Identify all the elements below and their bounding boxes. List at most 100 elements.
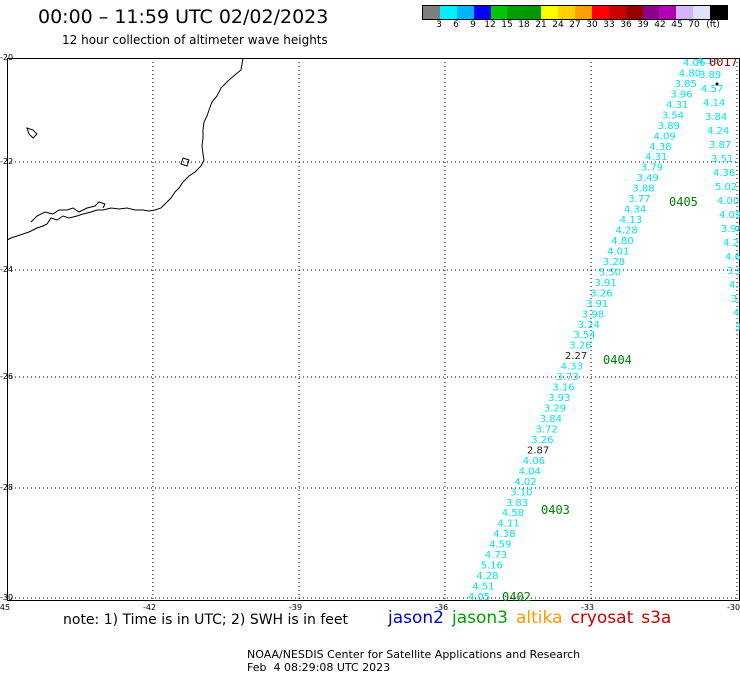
wave-height-value: 2.87 bbox=[527, 445, 549, 456]
colorbar-swatch bbox=[439, 6, 457, 19]
wave-height-value: 4.51 bbox=[472, 582, 494, 593]
wave-height-value: 4.38 bbox=[493, 529, 515, 540]
wave-height-value: 4.11 bbox=[498, 519, 520, 530]
longitude-label: -33 bbox=[581, 603, 595, 612]
colorbar-swatch bbox=[642, 6, 660, 19]
wave-height-value: 4.06 bbox=[523, 456, 545, 467]
colorbar-tick-label: 70 bbox=[688, 20, 700, 30]
latitude-label: -28 bbox=[0, 483, 14, 492]
wave-height-value: 3.54 bbox=[573, 330, 595, 341]
wave-height-value: 3.88 bbox=[632, 184, 654, 195]
colorbar-tick-label: 33 bbox=[603, 20, 615, 30]
colorbar-swatch bbox=[693, 6, 711, 19]
wave-height-value: 5.16 bbox=[481, 561, 503, 572]
track-end-dot bbox=[715, 82, 719, 86]
island bbox=[180, 157, 190, 167]
wave-height-value: 3.98 bbox=[582, 309, 604, 320]
colorbar-swatch bbox=[625, 6, 643, 19]
pass-time-label: 0402 bbox=[502, 590, 531, 601]
wave-height-value: 3.84 bbox=[705, 112, 727, 123]
colorbar-swatch bbox=[591, 6, 609, 19]
colorbar-tick-label: 6 bbox=[453, 20, 459, 30]
wave-height-value: 3 bbox=[735, 322, 740, 333]
wave-height-value: 4.02 bbox=[514, 477, 536, 488]
wave-height-value: 4.22 bbox=[723, 238, 740, 249]
wave-height-value: 3.79 bbox=[641, 163, 663, 174]
wave-height-value: 3.49 bbox=[637, 173, 659, 184]
colorbar-tick-label: 18 bbox=[518, 20, 530, 30]
satellite-cryosat: cryosat bbox=[570, 608, 634, 628]
wave-height-value: 3.73 bbox=[557, 372, 579, 383]
colorbar-swatch bbox=[575, 6, 592, 19]
wave-height-value: 4.09 bbox=[654, 131, 676, 142]
wave-height-value: 3.91 bbox=[586, 299, 608, 310]
wave-height-value: 4.57 bbox=[701, 84, 723, 95]
map-panel: 4.05 4.51 4.28 5.16 4.73 4.59 4.38 4.11 4.58 3.83… bbox=[7, 58, 740, 601]
map-canvas: 4.054.514.285.164.734.594.384.114.583.83… bbox=[7, 58, 740, 601]
wave-height-value: 4.01 bbox=[607, 247, 629, 258]
latitude-label: -26 bbox=[0, 372, 14, 381]
wave-height-value: 3.10 bbox=[510, 487, 532, 498]
latitude-label: -24 bbox=[0, 265, 14, 274]
wave-height-value: 4.04 bbox=[519, 466, 541, 477]
latitude-label: -22 bbox=[0, 157, 14, 166]
colorbar-swatch bbox=[490, 6, 508, 19]
colorbar-tick-label: 45 bbox=[671, 20, 683, 30]
pass-time-label: 0017 bbox=[709, 58, 738, 69]
satellite-legend: jason2 jason3 altika cryosat s3a bbox=[388, 608, 679, 628]
wave-height-value: 4.14 bbox=[703, 98, 725, 109]
wave-height-value: 3.16 bbox=[552, 383, 574, 394]
graticule bbox=[7, 58, 740, 601]
wave-height-value: 3.51 bbox=[711, 154, 733, 165]
colorbar-tick-label: 15 bbox=[501, 20, 513, 30]
wave-height-value: 5.50 bbox=[599, 267, 621, 278]
longitude-label: -42 bbox=[143, 603, 157, 612]
coastline bbox=[7, 58, 244, 241]
wave-height-value: 3.9 bbox=[731, 294, 740, 305]
satellite-jason2: jason2 bbox=[388, 608, 444, 628]
colorbar-swatch bbox=[524, 6, 542, 19]
wave-height-value: 4.34 bbox=[624, 205, 646, 216]
colorbar-tick-label: 9 bbox=[470, 20, 476, 30]
wave-height-value: 3.93 bbox=[548, 393, 570, 404]
wave-height-value: 4.59 bbox=[489, 540, 511, 551]
longitude-label: -39 bbox=[289, 603, 303, 612]
wave-height-value: 3.91 bbox=[595, 278, 617, 289]
colorbar-tick-label: 12 bbox=[484, 20, 496, 30]
legend-note: note: 1) Time is in UTC; 2) SWH is in fe… bbox=[63, 612, 349, 628]
wave-height-value: 3.83 bbox=[506, 498, 528, 509]
wave-height-value: 5.02 bbox=[715, 182, 737, 193]
wave-height-value: 4.3 bbox=[729, 280, 740, 291]
wave-height-value: 4.31 bbox=[666, 100, 688, 111]
colorbar-tick-label: 21 bbox=[535, 20, 547, 30]
wave-height-value: 4.64 bbox=[725, 252, 740, 263]
wave-height-value: 4.38 bbox=[649, 142, 671, 153]
colorbar-swatch bbox=[507, 6, 525, 19]
wave-height-value: 4.58 bbox=[502, 508, 524, 519]
wave-height-value: 3.87 bbox=[709, 140, 731, 151]
wave-height-value: 4.09 bbox=[719, 210, 740, 221]
wave-height-value: 4 bbox=[733, 308, 739, 319]
colorbar-swatch bbox=[541, 6, 559, 19]
wave-height-value: 3.29 bbox=[544, 404, 566, 415]
wave-height-value: 3.85 bbox=[675, 79, 697, 90]
wave-height-value: 4.28 bbox=[476, 571, 498, 582]
colorbar-tick-label: (ft) bbox=[706, 20, 720, 30]
satellite-s3a: s3a bbox=[641, 608, 672, 628]
wave-height-value: 3.54 bbox=[662, 110, 684, 121]
colorbar-tick-label: 3 bbox=[436, 20, 442, 30]
wave-height-value: 3.26 bbox=[590, 288, 612, 299]
pass-time-label: 0405 bbox=[669, 195, 698, 209]
colorbar-swatch bbox=[423, 6, 440, 19]
wave-height-value: 4.00 bbox=[717, 196, 739, 207]
wave-height-value: 3.77 bbox=[628, 194, 650, 205]
wave-height-value: 4.80 bbox=[611, 236, 633, 247]
latitude-label: -20 bbox=[0, 53, 14, 62]
footer: NOAA/NESDIS Center for Satellite Applica… bbox=[240, 635, 594, 674]
wave-height-value: 4.24 bbox=[707, 126, 729, 137]
wave-height-value: 3.28 bbox=[603, 257, 625, 268]
island bbox=[26, 127, 38, 139]
footer-timestamp: Feb 4 08:29:08 UTC 2023 bbox=[247, 661, 391, 674]
colorbar-tick-label: 36 bbox=[620, 20, 632, 30]
pass-time-label: 0404 bbox=[603, 353, 632, 367]
